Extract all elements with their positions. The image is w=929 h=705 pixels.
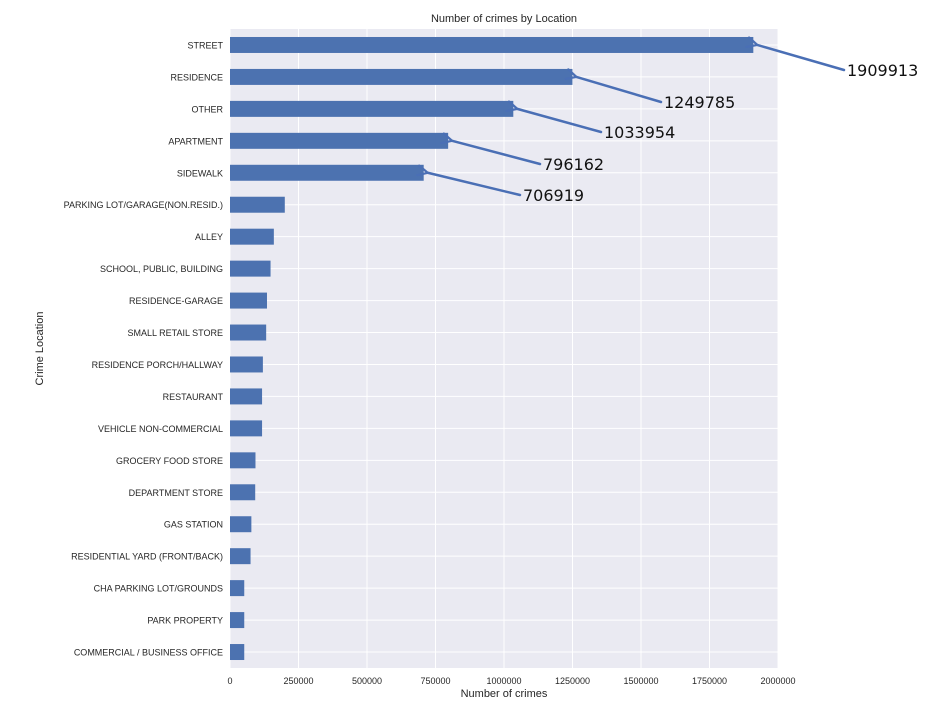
y-tick-label: SIDEWALK <box>177 168 223 178</box>
x-tick-label: 1750000 <box>692 676 727 686</box>
bar-11 <box>230 388 263 405</box>
y-tick-label: RESTAURANT <box>163 392 224 402</box>
y-tick-label: RESIDENCE-GARAGE <box>129 296 223 306</box>
annotation-value: 706919 <box>523 186 584 205</box>
y-tick-label: PARKING LOT/GARAGE(NON.RESID.) <box>64 200 223 210</box>
annotation-arrow <box>757 45 846 72</box>
bar-10 <box>230 356 263 373</box>
y-axis-label: Crime Location <box>34 312 46 386</box>
y-tick-label: VEHICLE NON-COMMERCIAL <box>98 424 223 434</box>
y-tick-labels: STREET RESIDENCE OTHER APARTMENT SIDEWALK PAR… <box>64 40 224 657</box>
y-tick-label: PARK PROPERTY <box>147 616 223 626</box>
y-tick-label: SMALL RETAIL STORE <box>127 328 223 338</box>
annotation-arrow <box>576 77 663 104</box>
annotation-value: 1033954 <box>604 123 675 142</box>
bar-0 <box>230 36 754 53</box>
y-tick-label: RESIDENCE PORCH/HALLWAY <box>92 360 223 370</box>
bar-5 <box>230 196 285 213</box>
bar-2 <box>230 100 514 117</box>
x-tick-label: 500000 <box>352 676 382 686</box>
bar-4 <box>230 164 424 181</box>
y-tick-label: SCHOOL, PUBLIC, BUILDING <box>100 264 223 274</box>
x-tick-labels: 0 250000 500000 750000 1000000 1250000 1500000… <box>227 676 795 686</box>
x-axis-label: Number of crimes <box>461 688 548 700</box>
annotation-value: 796162 <box>543 155 604 174</box>
y-tick-label: ALLEY <box>195 232 223 242</box>
x-tick-label: 2000000 <box>760 676 795 686</box>
y-tick-label: RESIDENTIAL YARD (FRONT/BACK) <box>71 552 223 562</box>
annotation-arrow <box>428 173 522 197</box>
bar-15 <box>230 516 252 533</box>
bar-1 <box>230 68 573 85</box>
bar-19 <box>230 644 245 661</box>
bar-12 <box>230 420 263 437</box>
bars <box>230 36 754 661</box>
bar-17 <box>230 580 245 597</box>
bar-7 <box>230 260 271 277</box>
x-tick-label: 750000 <box>420 676 450 686</box>
bar-3 <box>230 132 449 149</box>
bar-13 <box>230 452 256 469</box>
x-tick-label: 1500000 <box>623 676 658 686</box>
annotation-arrow <box>517 109 603 134</box>
chart-title: Number of crimes by Location <box>431 13 577 25</box>
y-tick-label: DEPARTMENT STORE <box>129 488 223 498</box>
annotation-arrow <box>452 141 542 166</box>
bar-8 <box>230 292 267 309</box>
x-tick-label: 250000 <box>283 676 313 686</box>
y-tick-label: COMMERCIAL / BUSINESS OFFICE <box>74 648 223 658</box>
bar-14 <box>230 484 256 501</box>
y-tick-label: APARTMENT <box>168 136 223 146</box>
x-tick-label: 0 <box>227 676 232 686</box>
bar-18 <box>230 612 245 629</box>
y-tick-label: RESIDENCE <box>170 72 223 82</box>
bar-16 <box>230 548 251 565</box>
x-tick-label: 1250000 <box>555 676 590 686</box>
y-tick-label: OTHER <box>192 104 224 114</box>
y-tick-label: GAS STATION <box>164 520 223 530</box>
y-tick-label: CHA PARKING LOT/GROUNDS <box>94 584 223 594</box>
y-tick-label: STREET <box>187 40 223 50</box>
annotation-value: 1249785 <box>664 93 735 112</box>
x-tick-label: 1000000 <box>486 676 521 686</box>
annotation-value: 1909913 <box>847 61 918 80</box>
y-tick-label: GROCERY FOOD STORE <box>116 456 223 466</box>
bar-6 <box>230 228 274 245</box>
bar-9 <box>230 324 267 341</box>
